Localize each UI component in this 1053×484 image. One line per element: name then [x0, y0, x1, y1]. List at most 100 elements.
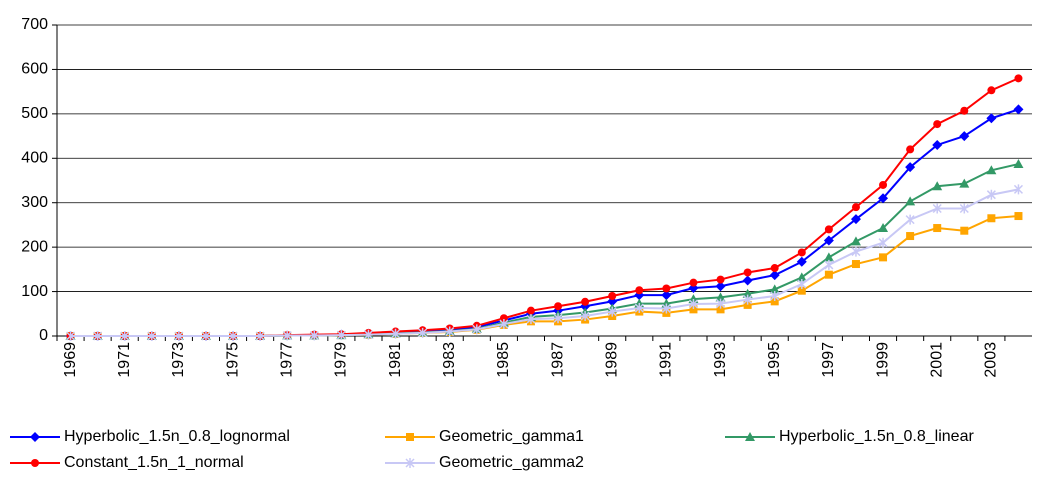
- legend-item: Geometric_gamma2: [385, 454, 584, 471]
- data-point: [742, 288, 753, 298]
- y-tick-label: 300: [21, 194, 48, 211]
- data-point: [526, 306, 535, 315]
- data-point: [769, 284, 780, 294]
- x-tick-label: 1981: [387, 342, 404, 378]
- data-point: [906, 232, 915, 241]
- data-point: [769, 270, 780, 281]
- x-tick-label: 1999: [874, 342, 891, 378]
- data-point: [526, 314, 536, 325]
- data-point: [906, 145, 915, 154]
- data-point: [823, 252, 834, 262]
- data-point: [662, 284, 671, 293]
- data-point: [608, 292, 617, 301]
- data-point: [309, 330, 319, 341]
- data-point: [824, 259, 834, 270]
- x-tick-label: 1973: [170, 342, 187, 378]
- data-point: [959, 178, 970, 188]
- data-point: [905, 162, 916, 173]
- legend-label: Geometric_gamma2: [439, 454, 584, 471]
- data-point: [689, 305, 698, 314]
- x-tick-label: 1969: [62, 342, 79, 378]
- x-tick-label: 1997: [820, 342, 837, 378]
- data-point: [201, 331, 211, 341]
- data-point: [1014, 74, 1023, 83]
- data-point: [66, 331, 76, 341]
- legend-item: Constant_1.5n_1_normal: [10, 454, 244, 471]
- data-point: [986, 189, 996, 200]
- x-tick-label: 1977: [278, 342, 295, 378]
- data-point: [445, 326, 455, 337]
- legend-marker: [30, 432, 40, 442]
- data-point: [770, 297, 779, 306]
- legend-marker: [405, 458, 415, 468]
- legend-label: Geometric_gamma1: [439, 428, 584, 445]
- data-point: [796, 272, 807, 282]
- legend-label: Hyperbolic_1.5n_0.8_lognormal: [64, 428, 290, 445]
- data-point: [851, 203, 860, 212]
- data-point: [282, 330, 292, 341]
- x-tick-label: 1985: [495, 342, 512, 378]
- data-point: [824, 270, 833, 279]
- data-point: [823, 235, 834, 246]
- data-point: [878, 237, 888, 248]
- y-tick-label: 700: [21, 16, 48, 33]
- data-point: [715, 292, 726, 302]
- data-point: [93, 331, 103, 341]
- data-point: [770, 291, 780, 302]
- data-point: [850, 236, 861, 246]
- data-point: [661, 303, 671, 314]
- x-tick-label: 2001: [928, 342, 945, 378]
- data-point: [959, 203, 969, 214]
- data-point: [878, 193, 889, 204]
- data-point: [661, 290, 672, 301]
- data-point: [363, 329, 373, 340]
- data-point: [499, 319, 509, 330]
- data-point: [607, 306, 617, 317]
- data-point: [499, 314, 508, 323]
- data-point: [716, 275, 725, 284]
- data-point: [554, 302, 563, 311]
- x-tick-label: 1989: [603, 342, 620, 378]
- data-point: [581, 297, 590, 306]
- data-point: [1013, 184, 1023, 195]
- x-tick-label: 1983: [441, 342, 458, 378]
- data-point: [932, 139, 943, 150]
- data-point: [1013, 159, 1024, 169]
- x-tick-label: 1987: [549, 342, 566, 378]
- data-point: [228, 331, 238, 341]
- legend-item: Geometric_gamma1: [385, 428, 584, 445]
- data-point: [634, 303, 644, 314]
- data-point: [174, 331, 184, 341]
- legend-item: Hyperbolic_1.5n_0.8_lognormal: [10, 428, 290, 445]
- data-point: [905, 214, 915, 225]
- data-point: [1014, 212, 1023, 221]
- data-point: [851, 246, 861, 257]
- data-point: [879, 180, 888, 189]
- x-tick-label: 1995: [766, 342, 783, 378]
- data-point: [715, 281, 726, 292]
- data-point: [933, 224, 942, 233]
- legend-marker: [406, 433, 414, 441]
- legend-item: Hyperbolic_1.5n_0.8_linear: [725, 428, 974, 445]
- data-point: [797, 286, 806, 295]
- series-line: [70, 108, 1019, 337]
- data-point: [580, 311, 590, 322]
- data-point: [986, 165, 997, 175]
- x-tick-label: 1993: [712, 342, 729, 378]
- y-tick-label: 400: [21, 150, 48, 167]
- data-point: [336, 330, 346, 341]
- x-tick-label: 1991: [658, 342, 675, 378]
- data-point: [932, 203, 942, 214]
- y-tick-label: 100: [21, 283, 48, 300]
- x-tick-label: 2003: [983, 342, 1000, 378]
- data-point: [851, 260, 860, 269]
- data-point: [635, 286, 644, 295]
- data-point: [742, 275, 753, 286]
- data-point: [960, 226, 969, 235]
- y-tick-label: 500: [21, 105, 48, 122]
- data-point: [850, 214, 861, 225]
- data-point: [824, 225, 833, 234]
- series-line: [70, 77, 1019, 337]
